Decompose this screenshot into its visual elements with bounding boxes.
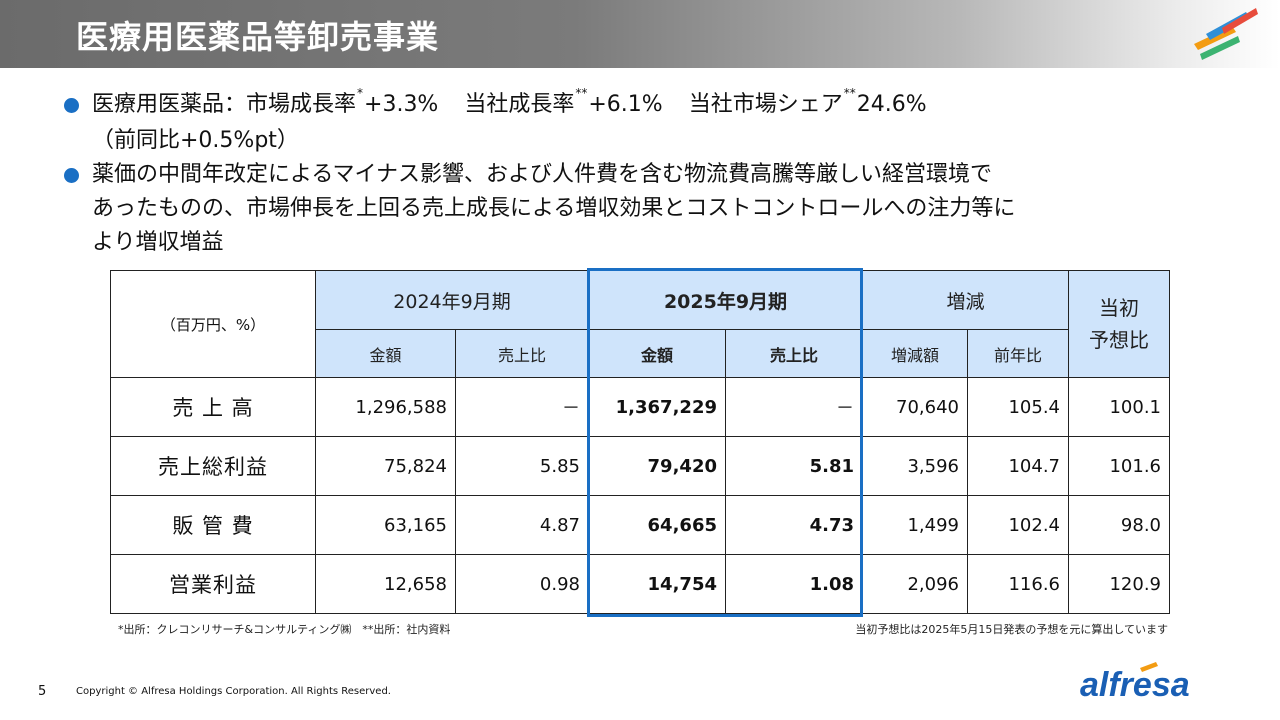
row-label: 販 管 費 (110, 495, 316, 555)
cell-ratio-2025: 1.08 (725, 554, 863, 614)
cell-change: 70,640 (862, 377, 968, 437)
cell-amount-2025: 1,367,229 (588, 377, 726, 437)
bullet-market: 医療用医薬品：市場成長率*+3.3% 当社成長率**+6.1% 当社市場シェア**2… (62, 86, 1242, 158)
table-row: 販 管 費 63,165 4.87 64,665 4.73 1,499 102.… (110, 495, 1170, 555)
footnote-mark: * (357, 86, 364, 100)
summary-line: より増収増益 (92, 230, 224, 255)
cell-amount-2024: 1,296,588 (315, 377, 456, 437)
header-amount-2024: 金額 (315, 329, 456, 378)
market-share-label: 当社市場シェア (688, 92, 843, 117)
cell-amount-2025: 79,420 (588, 436, 726, 496)
cell-amount-2024: 63,165 (315, 495, 456, 555)
source-note: *出所：クレコンリサーチ&コンサルティング㈱ **出所：社内資料 (118, 623, 451, 636)
header-fy2024: 2024年9月期 (315, 270, 589, 330)
cell-amount-2024: 75,824 (315, 436, 456, 496)
cell-yoy: 102.4 (967, 495, 1069, 555)
cell-ratio-2025: 4.73 (725, 495, 863, 555)
cell-yoy: 116.6 (967, 554, 1069, 614)
cell-yoy: 104.7 (967, 436, 1069, 496)
cell-forecast: 98.0 (1068, 495, 1170, 555)
unit-label: （百万円、%） (110, 270, 316, 378)
cell-ratio-2025: 5.81 (725, 436, 863, 496)
header-ratio-2025: 売上比 (725, 329, 863, 378)
cell-amount-2025: 14,754 (588, 554, 726, 614)
market-growth-label: 医療用医薬品：市場成長率 (92, 92, 357, 117)
footnote-mark: ** (843, 86, 856, 100)
header-fy2025: 2025年9月期 (588, 270, 863, 330)
cell-forecast: 120.9 (1068, 554, 1170, 614)
cell-change: 1,499 (862, 495, 968, 555)
alfresa-logo: alfresa (1080, 662, 1190, 704)
summary-line: あったものの、市場伸長を上回る売上成長による増収効果とコストコントロールへの注力… (92, 196, 1016, 221)
cell-ratio-2024: 5.85 (455, 436, 589, 496)
summary-line: 薬価の中間年改定によるマイナス影響、および人件費を含む物流費高騰等厳しい経営環境… (92, 162, 993, 187)
footnote-mark: ** (575, 86, 588, 100)
row-label: 営業利益 (110, 554, 316, 614)
cell-forecast: 100.1 (1068, 377, 1170, 437)
cell-ratio-2025: － (725, 377, 863, 437)
cell-forecast: 101.6 (1068, 436, 1170, 496)
header-ratio-2024: 売上比 (455, 329, 589, 378)
forecast-note: 当初予想比は2025年5月15日発表の予想を元に算出しています (855, 623, 1168, 636)
table-row: 売 上 高 1,296,588 － 1,367,229 － 70,640 105… (110, 377, 1170, 437)
table-row: 営業利益 12,658 0.98 14,754 1.08 2,096 116.6… (110, 554, 1170, 614)
market-growth-value: +3.3% (364, 92, 439, 117)
copyright: Copyright © Alfresa Holdings Corporation… (76, 686, 391, 697)
header-yoy: 前年比 (967, 329, 1069, 378)
row-label: 売 上 高 (110, 377, 316, 437)
logo-accent-icon (1140, 662, 1158, 672)
financial-table: （百万円、%） 2024年9月期 2025年9月期 増減 当初 予想比 金額 売… (110, 270, 1170, 614)
market-share-value: 24.6% (856, 92, 927, 117)
cell-ratio-2024: 4.87 (455, 495, 589, 555)
market-share-change: （前同比+0.5%pt） (92, 128, 299, 153)
cell-change: 3,596 (862, 436, 968, 496)
row-label: 売上総利益 (110, 436, 316, 496)
company-growth-label: 当社成長率 (464, 92, 575, 117)
header-initial-forecast: 当初 予想比 (1068, 270, 1170, 378)
cell-change: 2,096 (862, 554, 968, 614)
brand-emblem-icon (1194, 8, 1258, 60)
header-amount-2025: 金額 (588, 329, 726, 378)
cell-ratio-2024: 0.98 (455, 554, 589, 614)
brand-wordmark: alfresa (1080, 666, 1190, 704)
table-row: 売上総利益 75,824 5.85 79,420 5.81 3,596 104.… (110, 436, 1170, 496)
company-growth-value: +6.1% (588, 92, 663, 117)
header-change-amount: 増減額 (862, 329, 968, 378)
page-title: 医療用医薬品等卸売事業 (76, 18, 440, 56)
cell-amount-2025: 64,665 (588, 495, 726, 555)
bullet-summary: 薬価の中間年改定によるマイナス影響、および人件費を含む物流費高騰等厳しい経営環境… (62, 158, 1242, 260)
cell-amount-2024: 12,658 (315, 554, 456, 614)
header-change: 増減 (862, 270, 1069, 330)
cell-yoy: 105.4 (967, 377, 1069, 437)
title-bar: 医療用医薬品等卸売事業 (0, 0, 1280, 68)
cell-ratio-2024: － (455, 377, 589, 437)
bullet-list: 医療用医薬品：市場成長率*+3.3% 当社成長率**+6.1% 当社市場シェア**2… (62, 86, 1242, 260)
page-number: 5 (38, 684, 47, 699)
